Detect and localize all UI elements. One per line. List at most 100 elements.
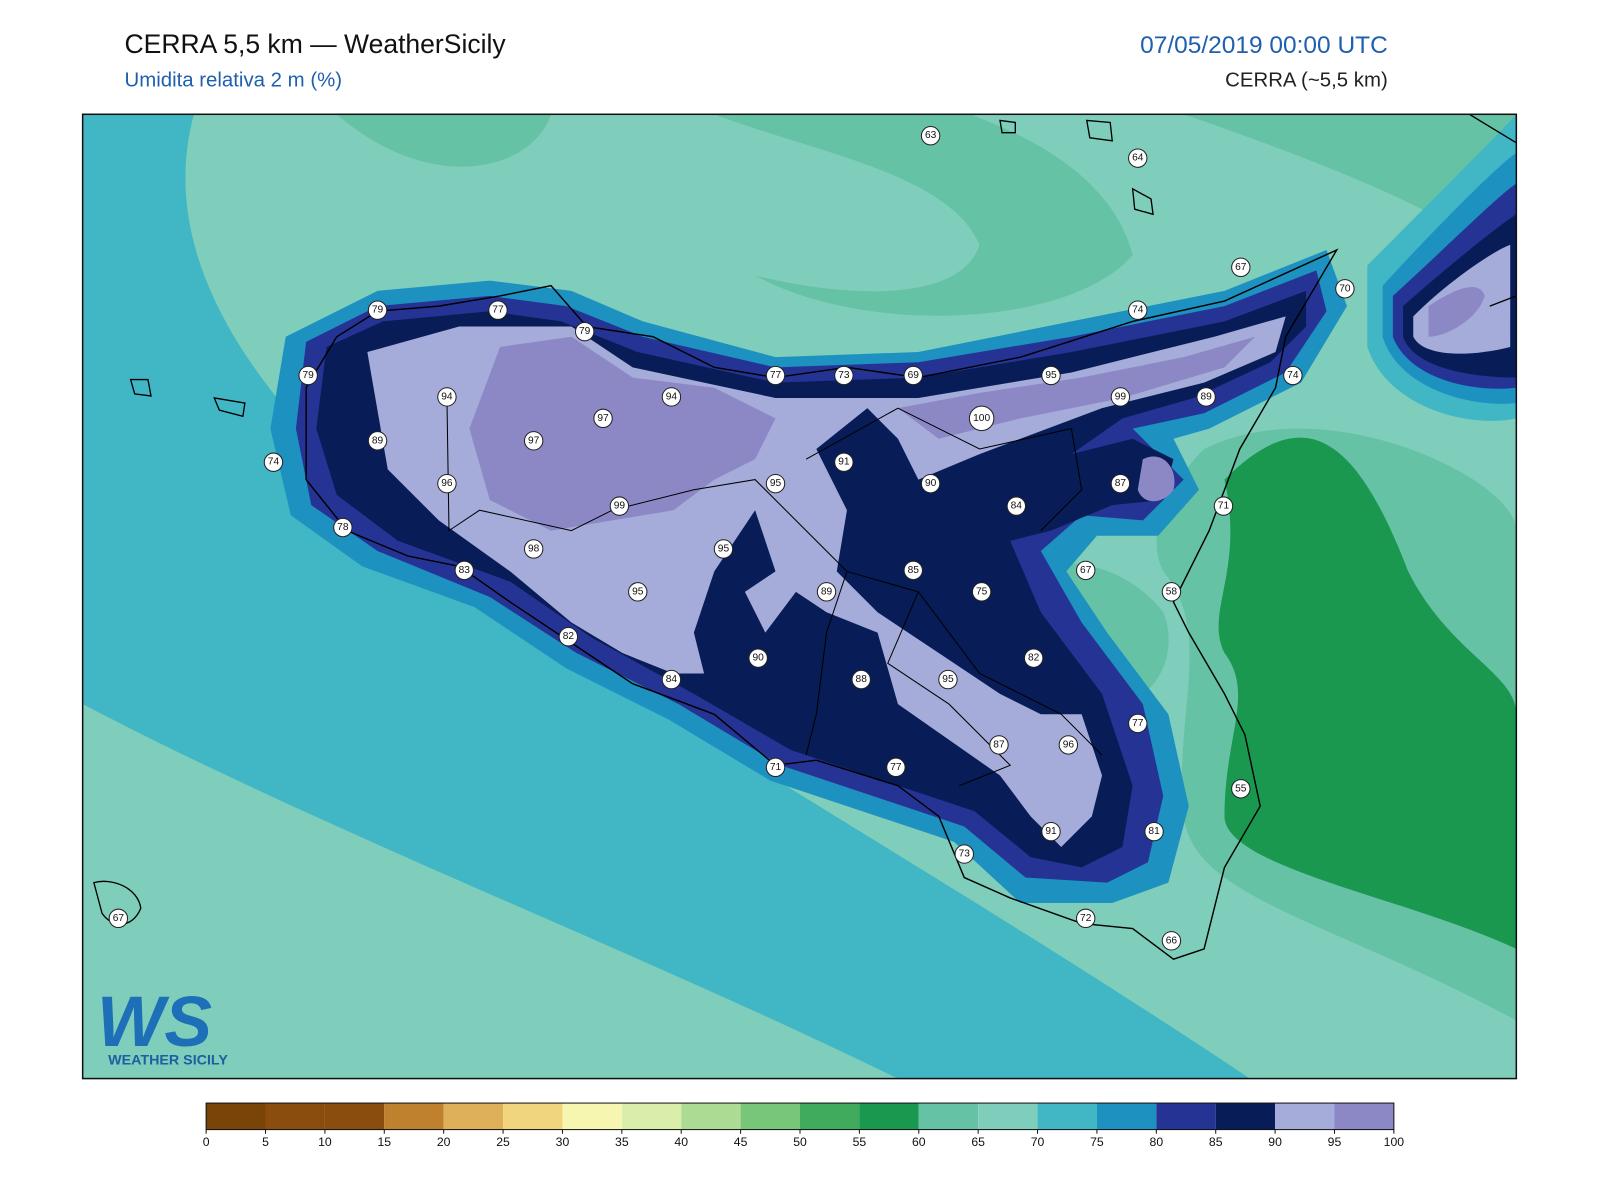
station-value: 77	[890, 762, 902, 773]
colorbar-tick-label: 65	[971, 1135, 985, 1149]
colorbar-tick-label: 0	[203, 1135, 210, 1149]
station: 71	[765, 757, 786, 778]
colorbar-segment	[859, 1103, 919, 1130]
station: 89	[1196, 387, 1216, 407]
colorbar-segment	[1156, 1103, 1216, 1130]
station: 64	[1128, 148, 1148, 168]
station: 73	[954, 844, 974, 864]
station: 74	[1283, 365, 1303, 386]
station: 77	[886, 757, 906, 778]
station: 74	[1128, 300, 1148, 320]
station-marker	[558, 627, 579, 647]
station-value: 88	[856, 674, 868, 685]
colorbar: 0 5 10 15 20 25 30 35 40 45 50 55 60 65 70 75 80 85 90 95 10…	[203, 1102, 1405, 1149]
station: 71	[1213, 496, 1234, 516]
station-marker	[1128, 713, 1148, 734]
station-value: 74	[1287, 370, 1299, 381]
colorbar-segment	[621, 1103, 682, 1130]
map-frame	[81, 113, 1518, 1080]
station-value: 72	[1080, 913, 1092, 924]
datetime: 07/05/2019 00:00 UTC	[1140, 32, 1388, 59]
station-value: 67	[1235, 262, 1247, 273]
station-marker	[1128, 148, 1148, 168]
station-marker	[816, 582, 837, 602]
colorbar-segment	[562, 1103, 622, 1130]
station-marker	[1041, 821, 1061, 842]
colorbar-tick-label: 10	[318, 1135, 332, 1149]
station-marker	[851, 669, 871, 690]
station-value: 71	[770, 762, 782, 773]
station-value: 73	[959, 849, 971, 860]
station: 99	[609, 496, 630, 516]
station: 70	[1335, 279, 1355, 299]
station-value: 99	[1115, 391, 1127, 402]
station-value: 67	[1080, 565, 1092, 576]
colorbar-tick-label: 20	[437, 1135, 451, 1149]
station-marker	[765, 473, 786, 494]
station: 79	[367, 300, 388, 320]
station-marker	[1110, 387, 1131, 407]
station-marker	[1144, 821, 1164, 842]
station: 95	[713, 539, 734, 559]
colorbar-tick-label: 60	[912, 1135, 926, 1149]
station-marker	[593, 408, 613, 429]
station-value: 91	[838, 457, 850, 468]
station-marker	[523, 431, 544, 451]
colorbar-segment	[978, 1103, 1038, 1130]
station-marker	[748, 648, 768, 668]
station-marker	[903, 365, 923, 386]
colorbar-segment	[443, 1103, 504, 1130]
station-marker	[628, 582, 648, 602]
station: 94	[437, 387, 457, 407]
station: 67	[108, 908, 129, 929]
station-value: 96	[441, 478, 453, 489]
colorbar-tick-label: 100	[1384, 1135, 1405, 1149]
colorbar-tick-label: 90	[1268, 1135, 1282, 1149]
colorbar-tick-label: 45	[734, 1135, 748, 1149]
station: 88	[851, 669, 871, 690]
station-value: 74	[1132, 305, 1144, 316]
field	[82, 114, 1517, 1079]
station-marker	[954, 844, 974, 864]
logo-text: WEATHER SICILY	[108, 1052, 228, 1068]
station: 72	[1076, 908, 1096, 929]
colorbar-tick-label: 40	[674, 1135, 688, 1149]
colorbar-segment	[324, 1103, 385, 1130]
station: 66	[1161, 931, 1182, 951]
station: 95	[1041, 365, 1061, 386]
station: 75	[971, 582, 992, 602]
station: 87	[1110, 473, 1131, 494]
station-value: 95	[1045, 370, 1057, 381]
station: 77	[488, 300, 508, 320]
station: 79	[298, 365, 318, 386]
station-value: 90	[752, 653, 764, 664]
colorbar-tick-label: 5	[262, 1135, 269, 1149]
station-value: 58	[1166, 586, 1178, 597]
station-labels: 63 64 67 70 79 77 79 74 79 94 94 77 73 69 95 99 89 74 97 10…	[108, 126, 1355, 951]
station-marker	[454, 560, 474, 581]
station: 82	[1023, 648, 1044, 668]
colorbar-segment	[740, 1103, 800, 1130]
station-marker	[713, 539, 734, 559]
station-value: 77	[770, 370, 782, 381]
station-value: 82	[1028, 653, 1040, 664]
station-value: 74	[268, 457, 280, 468]
station-value: 95	[770, 478, 782, 489]
station-value: 87	[993, 739, 1005, 750]
station-marker	[765, 757, 786, 778]
station-marker	[1161, 931, 1182, 951]
station-marker	[575, 321, 595, 342]
colorbar-segment	[800, 1103, 860, 1130]
station-value: 89	[1200, 391, 1212, 402]
title: CERRA 5,5 km — WeatherSicily	[124, 29, 506, 59]
station-value: 100	[973, 413, 990, 424]
station-value: 71	[1218, 501, 1230, 512]
station-marker	[834, 452, 854, 472]
station-marker	[1110, 473, 1131, 494]
station-marker	[971, 582, 992, 602]
station-value: 67	[113, 913, 125, 924]
station: 67	[1076, 560, 1096, 581]
station: 87	[989, 735, 1009, 755]
